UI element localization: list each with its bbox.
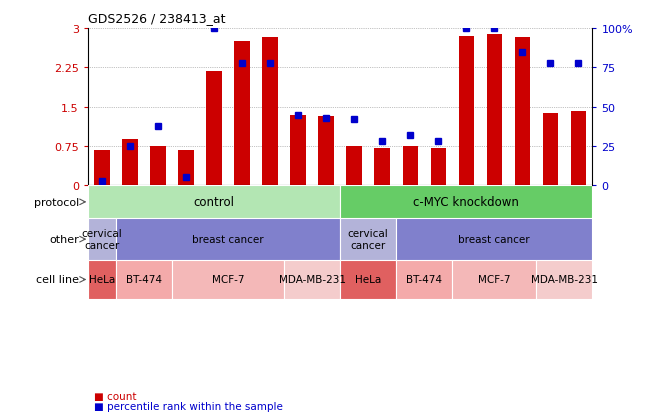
Text: other: other [49, 235, 79, 244]
Bar [430, 148, 446, 186]
Bar [396, 219, 592, 260]
Bar [116, 260, 172, 299]
Bar [536, 260, 592, 299]
Bar [88, 260, 116, 299]
Bar [88, 219, 116, 260]
Text: ■ percentile rank within the sample: ■ percentile rank within the sample [94, 401, 283, 411]
Bar [458, 37, 474, 186]
Text: BT-474: BT-474 [406, 275, 442, 285]
Bar [318, 117, 334, 186]
Text: control: control [193, 196, 234, 209]
Text: MDA-MB-231: MDA-MB-231 [279, 275, 346, 285]
Text: BT-474: BT-474 [126, 275, 162, 285]
Bar [452, 260, 536, 299]
Bar [486, 35, 502, 186]
Text: cell line: cell line [36, 275, 79, 285]
Bar [346, 147, 362, 186]
Bar [206, 72, 222, 186]
Text: cervical
cancer: cervical cancer [81, 229, 122, 250]
Bar [396, 260, 452, 299]
Bar [571, 112, 586, 186]
Bar [122, 140, 137, 186]
Bar [172, 260, 284, 299]
Text: MCF-7: MCF-7 [478, 275, 510, 285]
Text: ■ count: ■ count [94, 391, 137, 401]
Text: GDS2526 / 238413_at: GDS2526 / 238413_at [88, 12, 225, 25]
Text: HeLa: HeLa [355, 275, 381, 285]
Bar [178, 150, 194, 186]
Text: MCF-7: MCF-7 [212, 275, 244, 285]
Bar [116, 219, 340, 260]
Bar [340, 186, 592, 219]
Bar [262, 38, 278, 186]
Bar [234, 42, 250, 186]
Bar [374, 148, 390, 186]
Bar [284, 260, 340, 299]
Text: breast cancer: breast cancer [458, 235, 530, 244]
Bar [94, 150, 109, 186]
Bar [515, 38, 530, 186]
Bar [290, 115, 306, 186]
Text: protocol: protocol [35, 197, 79, 207]
Bar [340, 219, 396, 260]
Text: c-MYC knockdown: c-MYC knockdown [413, 196, 519, 209]
Bar [402, 147, 418, 186]
Text: HeLa: HeLa [89, 275, 115, 285]
Bar [88, 186, 340, 219]
Text: breast cancer: breast cancer [192, 235, 264, 244]
Bar [340, 260, 396, 299]
Bar [543, 114, 558, 186]
Bar [150, 147, 165, 186]
Text: cervical
cancer: cervical cancer [348, 229, 389, 250]
Text: MDA-MB-231: MDA-MB-231 [531, 275, 598, 285]
